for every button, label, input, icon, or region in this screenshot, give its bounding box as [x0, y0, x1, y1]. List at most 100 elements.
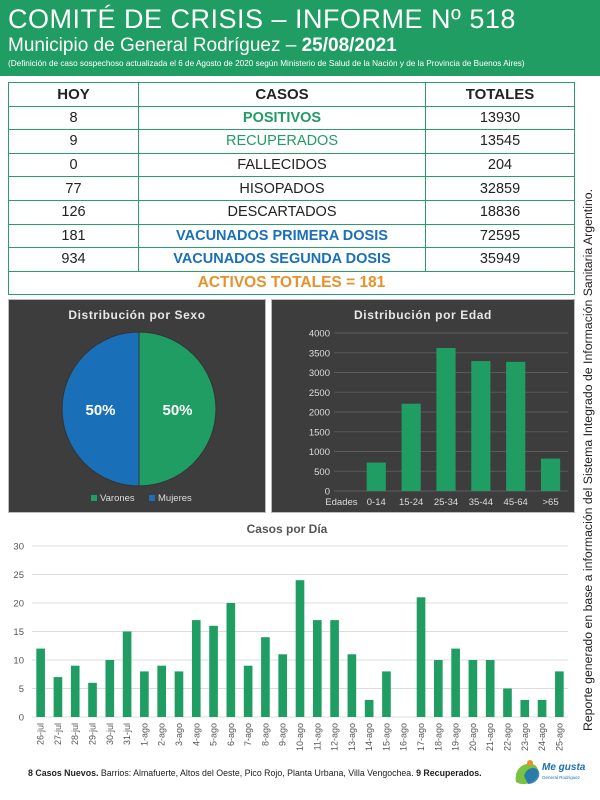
x-tick-label: 15-24 [399, 497, 423, 508]
x-tick-label: 3-ago [174, 723, 184, 746]
report-date: 25/08/2021 [301, 35, 397, 56]
legend-swatch [91, 495, 97, 501]
pie-slice-label: 50% [85, 402, 115, 419]
x-tick-label: 18-ago [433, 723, 443, 751]
x-tick-label: 0-14 [367, 497, 386, 508]
x-tick-label: 35-44 [469, 497, 493, 508]
day-bar [364, 699, 374, 717]
pie-slice-label: 50% [162, 402, 192, 419]
totales-cell: 204 [425, 152, 575, 178]
x-tick-label: Edades [325, 497, 357, 508]
x-tick-label: 8-ago [260, 723, 270, 746]
age-chart-title: Distribución por Edad [354, 308, 492, 322]
day-bar [36, 648, 45, 717]
day-bar [416, 597, 426, 717]
day-bar [209, 625, 218, 717]
day-bar [70, 665, 80, 717]
day-bar [330, 620, 339, 717]
table-row: 8 POSITIVOS 13930 [8, 105, 575, 131]
totales-cell: 13930 [425, 105, 575, 131]
age-bar [540, 458, 561, 491]
table-header-row: HOY CASOS TOTALES [8, 82, 575, 107]
day-bar [312, 620, 322, 717]
logo-subtext: General Rodríguez [542, 775, 581, 780]
casos-cell: HISOPADOS [138, 176, 426, 201]
day-bar [520, 699, 530, 717]
y-tick-label: 500 [314, 467, 330, 478]
totales-cell: 18836 [425, 199, 575, 225]
x-tick-label: 2-ago [157, 723, 167, 746]
y-tick-label: 20 [13, 599, 24, 610]
day-bar [278, 654, 288, 717]
day-bar [555, 671, 564, 717]
x-tick-label: 9-ago [278, 723, 288, 746]
x-tick-label: 13-ago [347, 723, 357, 751]
pie-slice [61, 331, 140, 487]
age-chart-panel: Distribución por Edad 0 500 1000 1500 2000 25… [271, 299, 575, 513]
day-bar [191, 620, 201, 717]
casos-cell: VACUNADOS PRIMERA DOSIS [138, 223, 426, 249]
day-bar [295, 580, 305, 717]
x-tick-label: 7-ago [243, 723, 253, 746]
x-tick-label: 1-ago [139, 723, 149, 746]
x-tick-label: 17-ago [416, 723, 426, 751]
age-bar [506, 361, 526, 491]
x-tick-label: 11-ago [312, 723, 322, 750]
y-tick-label: 3000 [309, 368, 330, 379]
age-bar [471, 361, 491, 491]
x-tick-label: 4-ago [191, 723, 201, 746]
hoy-cell: 9 [8, 129, 139, 154]
totales-cell: 13545 [425, 129, 575, 154]
hoy-cell: 126 [8, 199, 139, 225]
totales-cell: 72595 [425, 223, 575, 249]
x-tick-label: 29-jul [88, 723, 98, 745]
municipio-label: Municipio de General Rodríguez – [8, 35, 302, 56]
x-tick-label: 28-jul [70, 723, 80, 745]
y-tick-label: 15 [13, 627, 24, 638]
x-tick-label: 30-jul [105, 723, 115, 745]
casos-cell: VACUNADOS SEGUNDA DOSIS [138, 247, 426, 272]
pie-slice [138, 331, 217, 487]
daily-cases-chart: Casos por Día 0 5 10 15 20 25 30 26-jul 27-jul 28-… [13, 522, 568, 751]
report-subtitle: Municipio de General Rodríguez – 25/08/2… [8, 34, 592, 58]
activos-row: ACTIVOS TOTALES = 181 [8, 270, 575, 296]
table-row: 0 FALLECIDOS 204 [8, 152, 575, 178]
age-bar-chart: 0 500 1000 1500 2000 2500 3000 3500 4000 Edades 0-… [309, 329, 568, 508]
sex-pie-chart: 50% 50% Varones Mujeres [61, 331, 217, 504]
activos-totales: ACTIVOS TOTALES = 181 [8, 270, 575, 296]
me-gusta-logo [515, 760, 540, 785]
x-tick-label: 31-jul [122, 723, 132, 745]
cases-table: HOY CASOS TOTALES 8 POSITIVOS 13930 9 RE… [8, 82, 575, 296]
x-tick-label: 27-jul [53, 723, 63, 745]
logo-text: Me gusta [542, 762, 586, 773]
hoy-cell: 8 [8, 105, 139, 131]
sex-chart-title: Distribución por Sexo [68, 308, 206, 322]
day-bar [174, 671, 184, 717]
y-tick-label: 2000 [309, 408, 330, 419]
table-row: 181 VACUNADOS PRIMERA DOSIS 72595 [8, 223, 575, 249]
casos-cell: DESCARTADOS [138, 199, 426, 225]
x-tick-label: 10-ago [295, 723, 305, 751]
y-tick-label: 1000 [309, 447, 330, 458]
x-tick-label: 45-64 [504, 497, 528, 508]
y-tick-label: 0 [19, 713, 24, 724]
y-tick-label: 4000 [309, 329, 330, 340]
hoy-cell: 0 [8, 152, 139, 178]
casos-cell: RECUPERADOS [138, 129, 426, 154]
day-bar [347, 654, 357, 717]
y-tick-label: 1500 [309, 427, 330, 438]
day-bar [261, 637, 270, 717]
age-bar [436, 348, 456, 491]
sex-chart-panel: Distribución por Sexo 50% 50% Varones Mujer… [8, 299, 266, 513]
x-tick-label: 5-ago [209, 723, 219, 746]
day-bar [451, 648, 460, 717]
col-hoy-header: HOY [8, 82, 139, 107]
footer-summary: 8 Casos Nuevos. Barrios: Almafuerte, Alt… [28, 768, 482, 778]
day-bar [503, 688, 512, 717]
x-tick-label: 21-ago [485, 723, 495, 751]
x-tick-label: 12-ago [330, 723, 340, 751]
col-casos-header: CASOS [138, 82, 426, 107]
day-bar [122, 631, 132, 717]
totales-cell: 32859 [425, 176, 575, 201]
source-note: Reporte generado en base a información d… [581, 188, 595, 732]
